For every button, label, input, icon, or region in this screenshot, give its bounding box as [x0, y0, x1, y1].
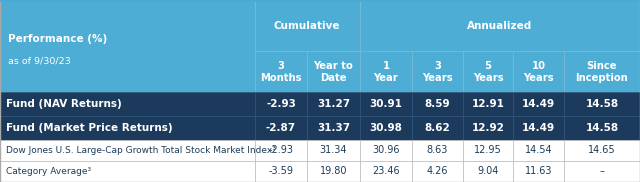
- Text: 8.63: 8.63: [427, 145, 448, 155]
- Text: 30.98: 30.98: [369, 123, 403, 133]
- Text: 14.49: 14.49: [522, 123, 555, 133]
- Bar: [307, 140, 360, 161]
- Text: 14.58: 14.58: [586, 123, 618, 133]
- Bar: [463, 52, 513, 92]
- Text: 14.49: 14.49: [522, 99, 555, 109]
- Text: 3
Months: 3 Months: [260, 61, 301, 83]
- Bar: [513, 116, 564, 140]
- Bar: [513, 52, 564, 92]
- Text: 8.59: 8.59: [424, 99, 451, 109]
- Bar: [564, 116, 640, 140]
- Text: 31.27: 31.27: [317, 99, 350, 109]
- Text: Dow Jones U.S. Large-Cap Growth Total Stock Market Index³: Dow Jones U.S. Large-Cap Growth Total St…: [6, 146, 276, 155]
- Bar: [360, 52, 412, 92]
- Text: 31.34: 31.34: [320, 145, 347, 155]
- Text: Performance (%): Performance (%): [8, 34, 107, 44]
- Text: as of 9/30/23: as of 9/30/23: [8, 56, 70, 65]
- Text: 14.58: 14.58: [586, 99, 618, 109]
- Text: 9.04: 9.04: [477, 167, 499, 177]
- Bar: [0, 116, 255, 140]
- Bar: [463, 161, 513, 182]
- Bar: [360, 0, 640, 52]
- Bar: [463, 116, 513, 140]
- Text: 23.46: 23.46: [372, 167, 400, 177]
- Bar: [255, 0, 360, 52]
- Bar: [307, 116, 360, 140]
- Text: -2.87: -2.87: [266, 123, 296, 133]
- Bar: [255, 161, 307, 182]
- Bar: [412, 116, 463, 140]
- Text: Fund (NAV Returns): Fund (NAV Returns): [6, 99, 122, 109]
- Text: 8.62: 8.62: [424, 123, 451, 133]
- Bar: [255, 92, 307, 116]
- Text: 4.26: 4.26: [427, 167, 448, 177]
- Bar: [255, 52, 307, 92]
- Bar: [307, 52, 360, 92]
- Bar: [513, 92, 564, 116]
- Bar: [564, 140, 640, 161]
- Bar: [412, 52, 463, 92]
- Text: 12.92: 12.92: [472, 123, 504, 133]
- Text: 5
Years: 5 Years: [473, 61, 503, 83]
- Bar: [412, 161, 463, 182]
- Text: Category Average³: Category Average³: [6, 167, 92, 176]
- Bar: [307, 92, 360, 116]
- Text: 11.63: 11.63: [525, 167, 552, 177]
- Bar: [513, 161, 564, 182]
- Text: 1
Year: 1 Year: [374, 61, 398, 83]
- Text: Cumulative: Cumulative: [274, 21, 340, 31]
- Bar: [360, 92, 412, 116]
- Bar: [463, 140, 513, 161]
- Text: 14.65: 14.65: [588, 145, 616, 155]
- Text: 19.80: 19.80: [320, 167, 347, 177]
- Text: Fund (Market Price Returns): Fund (Market Price Returns): [6, 123, 173, 133]
- Bar: [412, 92, 463, 116]
- Text: 14.54: 14.54: [525, 145, 552, 155]
- Bar: [0, 161, 255, 182]
- Bar: [360, 140, 412, 161]
- Text: 3
Years: 3 Years: [422, 61, 452, 83]
- Bar: [564, 161, 640, 182]
- Bar: [255, 116, 307, 140]
- Text: 10
Years: 10 Years: [524, 61, 554, 83]
- Text: 30.91: 30.91: [369, 99, 403, 109]
- Text: -2.93: -2.93: [266, 99, 296, 109]
- Text: -2.93: -2.93: [268, 145, 294, 155]
- Text: -3.59: -3.59: [268, 167, 294, 177]
- Bar: [0, 0, 255, 92]
- Bar: [255, 140, 307, 161]
- Text: 31.37: 31.37: [317, 123, 350, 133]
- Bar: [513, 140, 564, 161]
- Text: 12.95: 12.95: [474, 145, 502, 155]
- Text: –: –: [600, 167, 604, 177]
- Bar: [360, 116, 412, 140]
- Text: 12.91: 12.91: [472, 99, 504, 109]
- Text: 30.96: 30.96: [372, 145, 399, 155]
- Bar: [564, 52, 640, 92]
- Bar: [0, 140, 255, 161]
- Bar: [307, 161, 360, 182]
- Text: Annualized: Annualized: [467, 21, 532, 31]
- Bar: [360, 161, 412, 182]
- Bar: [412, 140, 463, 161]
- Text: Since
Inception: Since Inception: [575, 61, 628, 83]
- Bar: [463, 92, 513, 116]
- Text: Year to
Date: Year to Date: [314, 61, 353, 83]
- Bar: [564, 92, 640, 116]
- Bar: [0, 92, 255, 116]
